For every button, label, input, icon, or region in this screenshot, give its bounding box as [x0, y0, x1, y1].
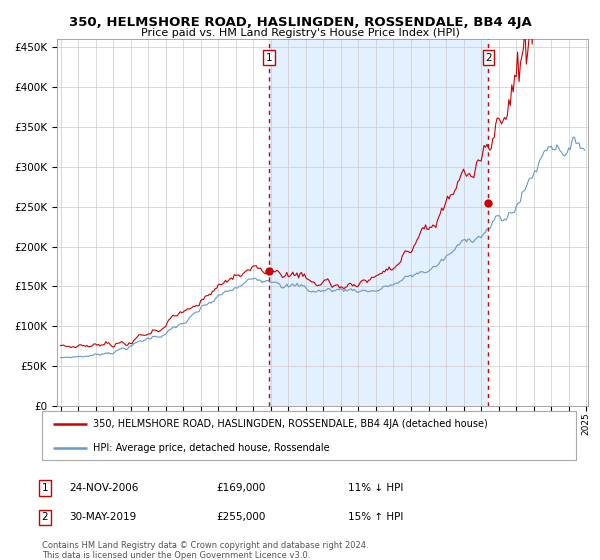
- Text: 30-MAY-2019: 30-MAY-2019: [69, 512, 136, 522]
- Text: 1: 1: [41, 483, 49, 493]
- Text: 350, HELMSHORE ROAD, HASLINGDEN, ROSSENDALE, BB4 4JA (detached house): 350, HELMSHORE ROAD, HASLINGDEN, ROSSEND…: [93, 419, 487, 430]
- Text: 1: 1: [266, 53, 273, 63]
- Text: HPI: Average price, detached house, Rossendale: HPI: Average price, detached house, Ross…: [93, 443, 329, 453]
- FancyBboxPatch shape: [42, 411, 576, 460]
- Bar: [269, 39, 488, 406]
- Text: 11% ↓ HPI: 11% ↓ HPI: [348, 483, 403, 493]
- Text: 2: 2: [41, 512, 49, 522]
- Text: This data is licensed under the Open Government Licence v3.0.: This data is licensed under the Open Gov…: [42, 551, 310, 560]
- Text: 350, HELMSHORE ROAD, HASLINGDEN, ROSSENDALE, BB4 4JA: 350, HELMSHORE ROAD, HASLINGDEN, ROSSEND…: [68, 16, 532, 29]
- Text: £255,000: £255,000: [216, 512, 265, 522]
- Text: 15% ↑ HPI: 15% ↑ HPI: [348, 512, 403, 522]
- Text: £169,000: £169,000: [216, 483, 265, 493]
- Text: 2: 2: [485, 53, 492, 63]
- Text: Price paid vs. HM Land Registry's House Price Index (HPI): Price paid vs. HM Land Registry's House …: [140, 28, 460, 38]
- Text: Contains HM Land Registry data © Crown copyright and database right 2024.: Contains HM Land Registry data © Crown c…: [42, 541, 368, 550]
- Text: 24-NOV-2006: 24-NOV-2006: [69, 483, 139, 493]
